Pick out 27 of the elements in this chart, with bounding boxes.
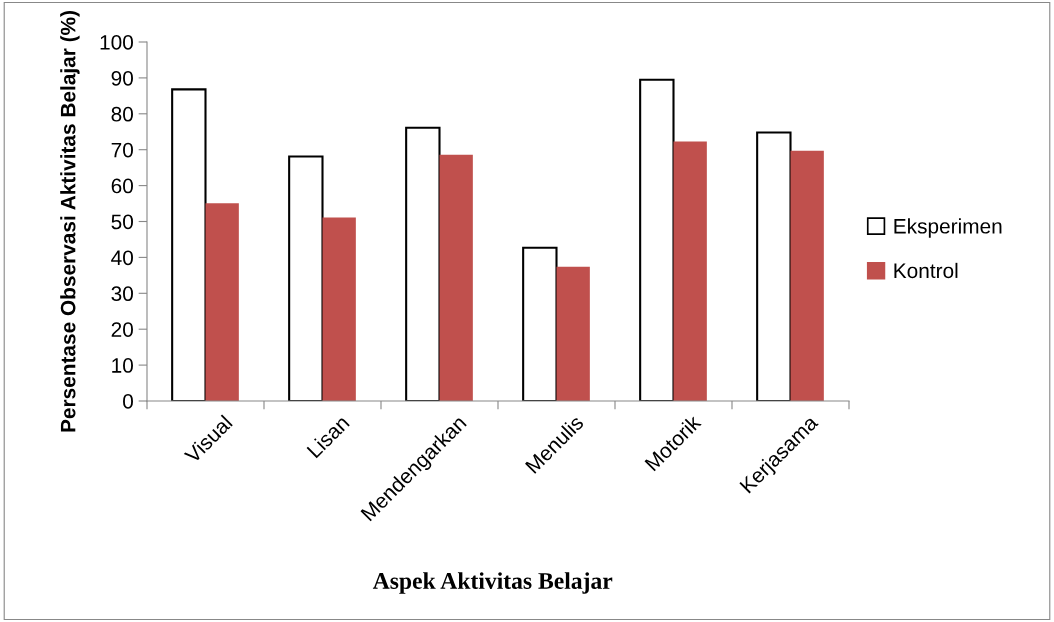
- y-tick-label: 40: [111, 250, 133, 266]
- x-axis-title: Aspek Aktivitas Belajar: [372, 572, 613, 594]
- bar: [790, 150, 824, 401]
- y-tick-label: 10: [112, 358, 133, 373]
- y-tick-label: 50: [111, 214, 133, 230]
- bar: [405, 126, 441, 401]
- y-tick-label: 0: [123, 394, 133, 409]
- bar: [522, 246, 558, 401]
- bar: [439, 154, 473, 401]
- bar: [171, 88, 207, 401]
- y-tick-label: 70: [111, 142, 133, 158]
- y-axis-title: Persentase Observasi Aktivitas Belajar (%): [60, 11, 80, 432]
- y-tick-label: 20: [111, 322, 133, 337]
- bar: [556, 266, 590, 401]
- bar: [288, 155, 324, 401]
- bar: [673, 141, 707, 401]
- y-tick-label: 30: [111, 286, 133, 302]
- y-tick-label: 80: [111, 106, 133, 122]
- bar: [756, 131, 792, 401]
- y-tick-label: 90: [111, 70, 133, 86]
- bar: [639, 78, 675, 401]
- y-tick-label: 100: [100, 35, 133, 50]
- y-tick-label: 60: [111, 178, 133, 194]
- bar: [205, 203, 239, 401]
- legend-label: Eksperimen: [894, 218, 1002, 238]
- bar: [322, 217, 356, 401]
- legend-label: Kontrol: [894, 262, 958, 279]
